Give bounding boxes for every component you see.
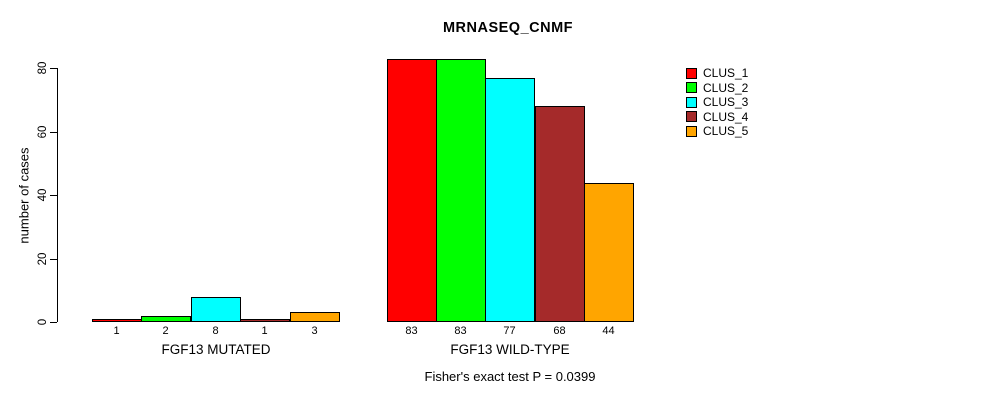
- legend-item: CLUS_2: [686, 81, 748, 96]
- legend-item: CLUS_3: [686, 95, 748, 110]
- legend-label: CLUS_3: [703, 95, 749, 110]
- bar-value-label: 8: [212, 325, 219, 337]
- legend-label: CLUS_5: [703, 124, 749, 139]
- legend-swatch: [686, 125, 697, 137]
- category-label: FGF13 MUTATED: [161, 342, 271, 357]
- bar-value-label: 68: [553, 325, 566, 337]
- bar-CLUS_3: [191, 297, 241, 322]
- bar-value-label: 1: [113, 325, 120, 337]
- legend-item: CLUS_4: [686, 110, 748, 125]
- bar-value-label: 77: [503, 325, 516, 337]
- y-axis-line: [57, 68, 58, 322]
- bar-CLUS_2: [436, 59, 486, 322]
- bar-value-label: 83: [454, 325, 467, 337]
- annotation-text: Fisher's exact test P = 0.0399: [424, 369, 596, 384]
- y-axis-tick: [50, 132, 57, 133]
- y-axis-tick: [50, 195, 57, 196]
- legend-label: CLUS_4: [703, 109, 749, 124]
- legend-item: CLUS_1: [686, 66, 748, 81]
- bar-value-label: 2: [162, 325, 169, 337]
- y-axis-tick-label: 0: [37, 318, 49, 326]
- y-axis-tick-label: 20: [37, 252, 49, 266]
- bar-value-label: 3: [311, 325, 318, 337]
- bar-value-label: 44: [602, 325, 615, 337]
- bar-CLUS_5: [584, 183, 634, 322]
- y-axis-tick: [50, 68, 57, 69]
- bar-CLUS_3: [485, 78, 535, 322]
- bar-CLUS_4: [240, 319, 290, 322]
- y-axis-tick: [50, 322, 57, 323]
- y-axis-tick: [50, 259, 57, 260]
- legend-swatch: [686, 96, 697, 108]
- legend-item: CLUS_5: [686, 124, 748, 139]
- legend-swatch: [686, 111, 697, 123]
- bar-CLUS_1: [387, 59, 437, 322]
- bar-CLUS_2: [141, 316, 191, 322]
- legend-label: CLUS_2: [703, 80, 749, 95]
- y-axis-label: number of cases: [16, 147, 32, 244]
- legend-label: CLUS_1: [703, 66, 749, 81]
- bar-value-label: 1: [261, 325, 268, 337]
- bar-CLUS_1: [92, 319, 142, 322]
- legend-swatch: [686, 67, 697, 79]
- y-axis-tick-label: 80: [37, 61, 49, 75]
- bar-CLUS_4: [535, 106, 585, 322]
- category-label: FGF13 WILD-TYPE: [450, 342, 570, 357]
- legend: CLUS_1 CLUS_2 CLUS_3 CLUS_4 CLUS_5: [686, 66, 748, 139]
- y-axis-tick-label: 60: [37, 125, 49, 139]
- bar-CLUS_5: [290, 312, 340, 322]
- legend-swatch: [686, 82, 697, 94]
- chart-title: MRNASEQ_CNMF: [442, 20, 574, 36]
- y-axis-tick-label: 40: [37, 188, 49, 202]
- bar-value-label: 83: [405, 325, 418, 337]
